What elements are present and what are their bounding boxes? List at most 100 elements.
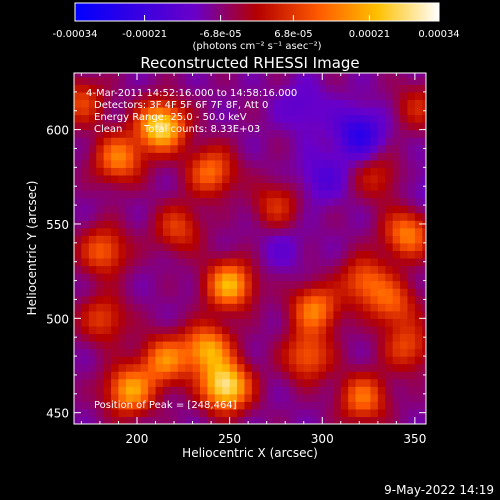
heatmap-cell: [281, 265, 290, 274]
heatmap-cell: [170, 348, 179, 357]
heatmap-cell: [414, 174, 423, 184]
heatmap-cell: [414, 137, 423, 146]
heatmap-cell: [288, 408, 297, 418]
heatmap-cell: [125, 371, 134, 380]
heatmap-cell: [244, 114, 253, 123]
heatmap-cell: [214, 273, 223, 282]
heatmap-cell: [118, 363, 127, 372]
heatmap-cell: [318, 159, 327, 168]
heatmap-cell: [81, 137, 90, 146]
colorbar-gradient: [74, 2, 440, 22]
heatmap-cell: [237, 167, 246, 176]
heatmap-cell: [318, 197, 327, 206]
heatmap-cell: [148, 280, 157, 289]
heatmap-cell: [288, 190, 297, 199]
heatmap-cell: [281, 363, 290, 372]
heatmap-cell: [88, 401, 97, 410]
heatmap-cell: [177, 106, 186, 116]
heatmap-cell: [296, 386, 305, 395]
heatmap-cell: [385, 84, 394, 93]
heatmap-cell: [177, 401, 186, 410]
heatmap-cell: [199, 167, 208, 176]
heatmap-cell: [296, 340, 305, 350]
heatmap-cell: [348, 129, 357, 138]
heatmap-cell: [155, 159, 164, 168]
heatmap-cell: [148, 310, 157, 319]
heatmap-cell: [311, 340, 320, 350]
heatmap-cell: [88, 84, 97, 93]
heatmap-cell: [414, 129, 423, 138]
heatmap-cell: [214, 401, 223, 410]
heatmap-cell: [133, 91, 142, 101]
heatmap-cell: [296, 99, 305, 108]
heatmap-cell: [111, 371, 120, 380]
heatmap-cell: [81, 401, 90, 410]
heatmap-cell: [392, 386, 401, 395]
heatmap-cell: [348, 378, 357, 387]
heatmap-cell: [170, 122, 179, 131]
heatmap-cell: [111, 257, 120, 267]
heatmap-cell: [237, 310, 246, 319]
heatmap-cell: [88, 273, 97, 282]
heatmap-cell: [251, 91, 260, 101]
heatmap-cell: [251, 167, 260, 176]
heatmap-cell: [74, 348, 83, 357]
heatmap-cell: [192, 227, 201, 236]
heatmap-cell: [274, 303, 283, 312]
heatmap-cell: [355, 280, 364, 289]
heatmap-cell: [400, 363, 409, 372]
heatmap-cell: [392, 310, 401, 319]
heatmap-cell: [363, 386, 372, 395]
heatmap-cell: [244, 197, 253, 206]
heatmap-cell: [207, 220, 216, 229]
heatmap-cell: [244, 182, 253, 191]
heatmap-cell: [414, 356, 423, 365]
heatmap-cell: [318, 227, 327, 236]
heatmap-cell: [259, 182, 268, 191]
heatmap-cell: [103, 174, 112, 184]
heatmap-cell: [222, 84, 231, 93]
heatmap-cell: [148, 250, 157, 259]
heatmap-cell: [363, 393, 372, 402]
heatmap-cell: [400, 99, 409, 108]
heatmap-cell: [370, 356, 379, 365]
heatmap-cell: [192, 99, 201, 108]
heatmap-cell: [266, 159, 275, 168]
heatmap-cell: [74, 114, 83, 123]
heatmap-cell: [199, 356, 208, 365]
heatmap-cell: [274, 318, 283, 327]
heatmap-cell: [333, 227, 342, 236]
heatmap-cell: [251, 295, 260, 304]
heatmap-cell: [244, 280, 253, 289]
heatmap-cell: [385, 288, 394, 297]
heatmap-cell: [162, 325, 171, 335]
heatmap-cell: [229, 310, 238, 319]
heatmap-cell: [333, 174, 342, 184]
heatmap-cell: [237, 393, 246, 402]
heatmap-cell: [318, 114, 327, 123]
heatmap-cell: [392, 257, 401, 267]
heatmap-cell: [237, 416, 246, 424]
heatmap-cell: [377, 416, 386, 424]
heatmap-cell: [88, 129, 97, 138]
heatmap-cell: [385, 310, 394, 319]
heatmap-cell: [281, 84, 290, 93]
heatmap-cell: [192, 378, 201, 387]
heatmap-cell: [325, 363, 334, 372]
colorbar-tick-label: 0.00034: [418, 29, 459, 40]
heatmap-cell: [348, 205, 357, 214]
heatmap-cell: [81, 408, 90, 418]
heatmap-cell: [207, 144, 216, 153]
heatmap-cell: [414, 159, 423, 168]
heatmap-cell: [103, 159, 112, 168]
heatmap-cell: [311, 137, 320, 146]
heatmap-cell: [422, 416, 426, 424]
heatmap-cell: [407, 174, 416, 184]
heatmap-cell: [303, 235, 312, 244]
heatmap-cell: [407, 197, 416, 206]
heatmap-cell: [199, 303, 208, 312]
heatmap-cell: [348, 114, 357, 123]
heatmap-cell: [111, 212, 120, 221]
